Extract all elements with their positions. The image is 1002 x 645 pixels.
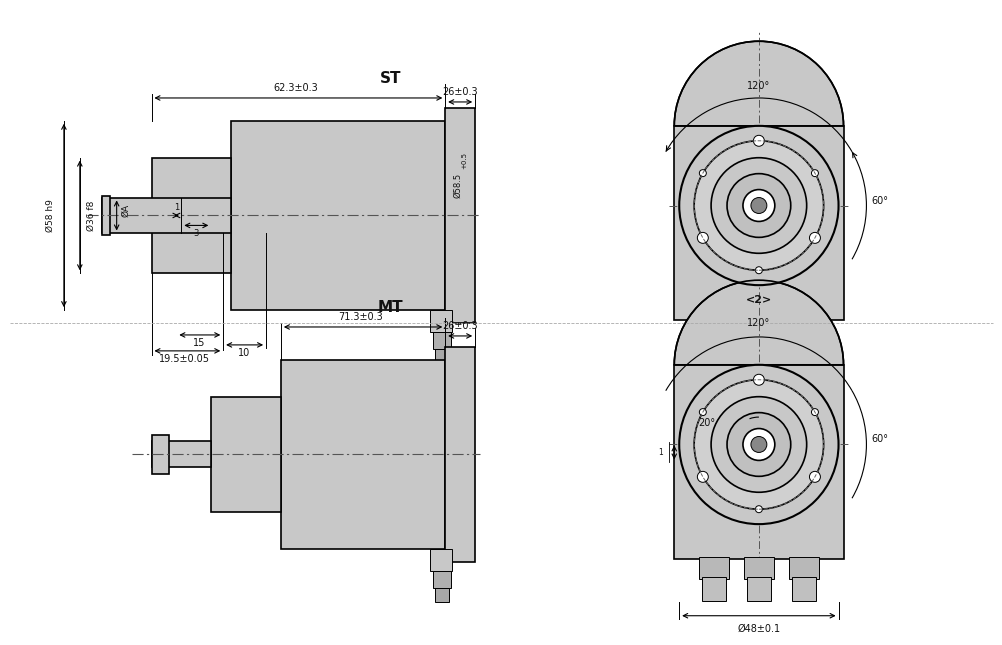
- Text: 15: 15: [193, 338, 205, 348]
- Bar: [101, 197, 230, 233]
- Text: 26±0.3: 26±0.3: [442, 87, 478, 97]
- Bar: [101, 195, 109, 235]
- Bar: [673, 365, 843, 559]
- Bar: [151, 435, 169, 474]
- Bar: [743, 318, 774, 340]
- Text: 26±0.3: 26±0.3: [442, 321, 478, 331]
- Bar: [430, 549, 452, 571]
- Circle shape: [710, 397, 806, 492]
- Circle shape: [811, 409, 818, 415]
- Circle shape: [678, 365, 838, 524]
- Bar: [746, 338, 771, 362]
- Bar: [791, 577, 815, 600]
- Text: MT: MT: [378, 299, 403, 315]
- Bar: [151, 158, 230, 273]
- Bar: [788, 557, 818, 579]
- Text: Ø58.5: Ø58.5: [453, 173, 462, 198]
- Text: 120°: 120°: [746, 318, 770, 328]
- Bar: [701, 577, 725, 600]
- Text: 19.5±0.05: 19.5±0.05: [158, 354, 209, 364]
- Wedge shape: [673, 280, 843, 365]
- Text: <2>: <2>: [745, 295, 772, 305]
- Text: ST: ST: [380, 70, 401, 86]
- Text: ØA: ØA: [121, 204, 130, 217]
- Bar: [445, 347, 475, 562]
- Text: Ø36 f8: Ø36 f8: [87, 201, 96, 231]
- Text: 60°: 60°: [871, 435, 888, 444]
- Bar: [743, 557, 774, 579]
- Bar: [433, 571, 451, 588]
- Text: 10: 10: [237, 348, 249, 358]
- Text: Ø58 h9: Ø58 h9: [45, 199, 54, 232]
- Bar: [788, 318, 818, 340]
- Text: 60°: 60°: [871, 195, 888, 206]
- Bar: [445, 108, 475, 323]
- Text: Ø48±0.1: Ø48±0.1: [736, 624, 780, 633]
- Circle shape: [753, 135, 764, 146]
- Bar: [698, 318, 728, 340]
- Circle shape: [698, 170, 705, 177]
- Text: 20°: 20°: [697, 417, 715, 428]
- Circle shape: [693, 380, 823, 509]
- Circle shape: [750, 437, 767, 452]
- Bar: [230, 121, 445, 310]
- Bar: [211, 397, 281, 512]
- Text: +0.5: +0.5: [461, 152, 467, 169]
- Circle shape: [755, 267, 762, 273]
- Text: 120°: 120°: [746, 81, 770, 91]
- Bar: [673, 126, 843, 320]
- Circle shape: [742, 190, 775, 221]
- Circle shape: [696, 232, 707, 243]
- Bar: [151, 441, 211, 468]
- Circle shape: [750, 197, 767, 213]
- Bar: [435, 349, 449, 363]
- Bar: [281, 360, 445, 549]
- Text: 71.3±0.3: 71.3±0.3: [338, 312, 383, 322]
- Bar: [698, 557, 728, 579]
- Circle shape: [696, 471, 707, 482]
- Circle shape: [811, 170, 818, 177]
- Circle shape: [726, 413, 790, 477]
- Circle shape: [755, 506, 762, 513]
- Circle shape: [710, 158, 806, 253]
- Text: 3: 3: [193, 229, 198, 238]
- Bar: [791, 338, 815, 362]
- Bar: [433, 332, 451, 349]
- Circle shape: [693, 141, 823, 270]
- Circle shape: [698, 409, 705, 415]
- Circle shape: [678, 126, 838, 285]
- Circle shape: [809, 232, 820, 243]
- Bar: [430, 310, 452, 332]
- Bar: [435, 588, 449, 602]
- Circle shape: [809, 471, 820, 482]
- Text: 1: 1: [173, 203, 178, 212]
- Bar: [746, 577, 771, 600]
- Bar: [701, 338, 725, 362]
- Wedge shape: [673, 41, 843, 126]
- Text: 1: 1: [658, 448, 662, 457]
- Circle shape: [753, 374, 764, 385]
- Circle shape: [726, 174, 790, 237]
- Text: 62.3±0.3: 62.3±0.3: [274, 83, 318, 93]
- Circle shape: [742, 428, 775, 461]
